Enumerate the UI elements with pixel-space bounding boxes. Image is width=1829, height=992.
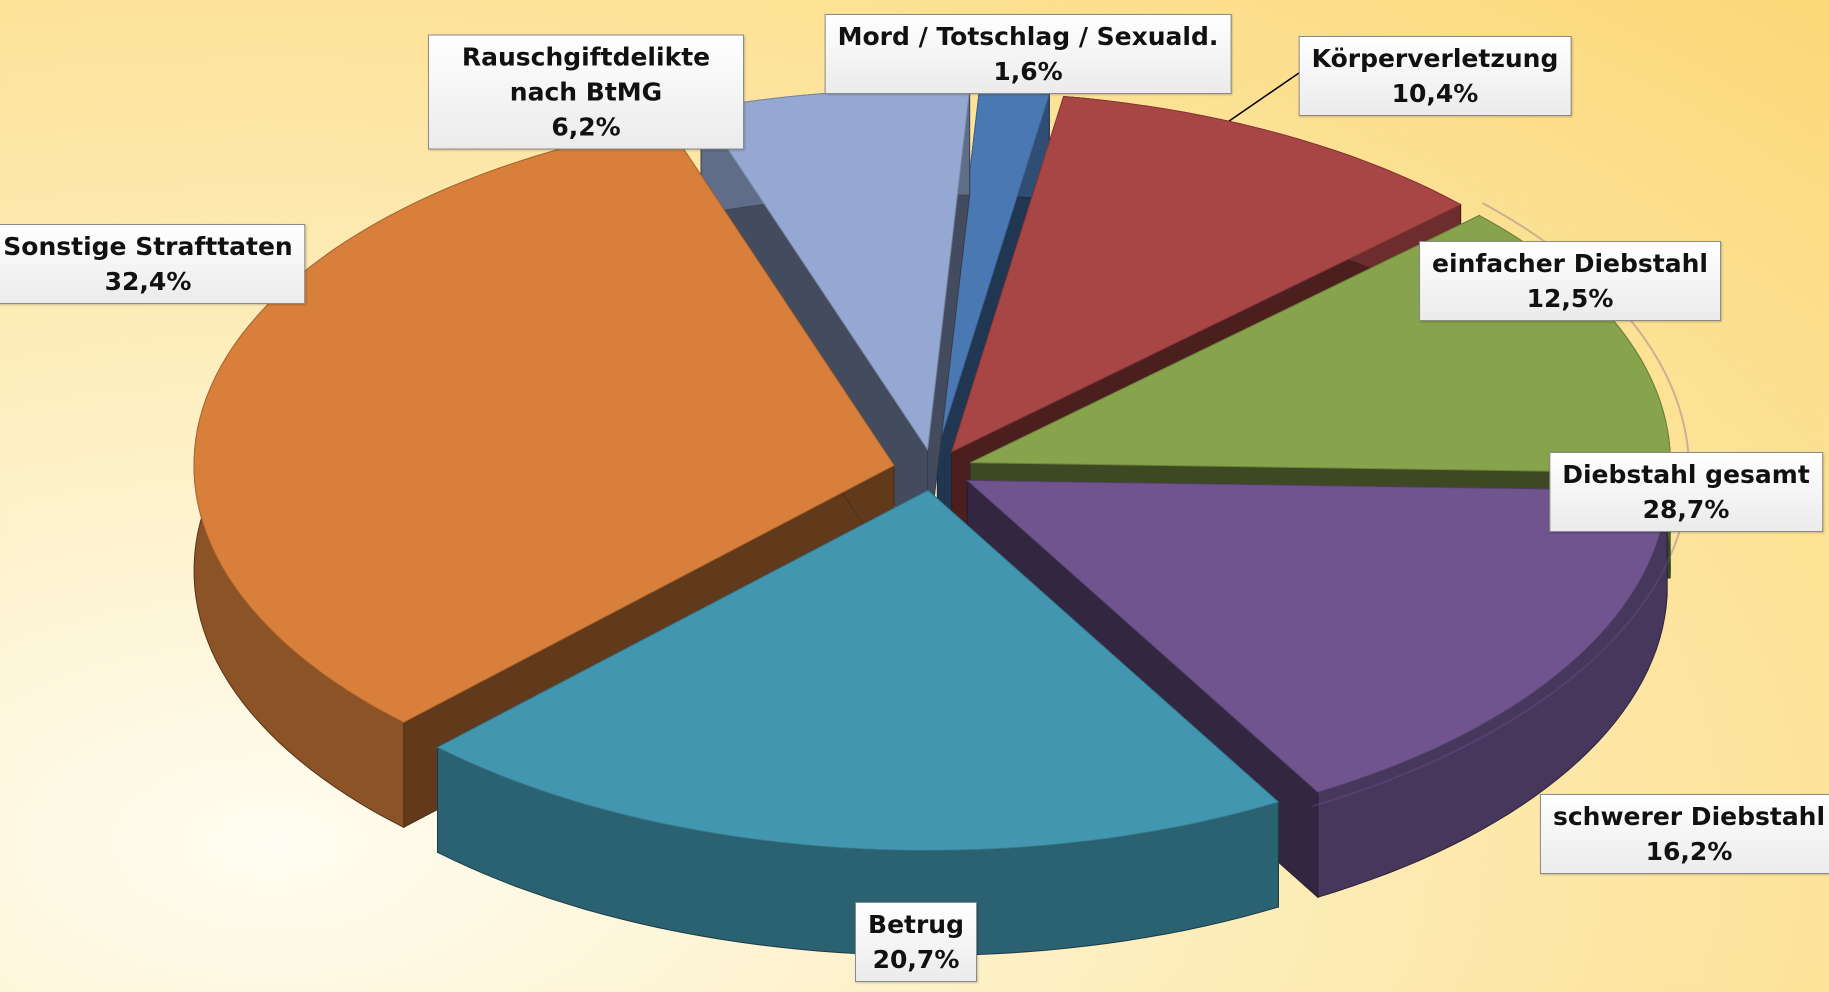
leader-line: [1218, 63, 1313, 129]
label-line: Sonstige Strafttaten: [3, 232, 293, 261]
data-label: Rauschgiftdelikte nach BtMG 6,2%: [428, 34, 744, 150]
data-label: schwerer Diebstahl 16,2%: [1539, 794, 1829, 874]
slice-top: [950, 95, 1462, 453]
slice-top: [436, 489, 1280, 851]
label-line: 20,7%: [872, 945, 960, 974]
label-line: 1,6%: [993, 57, 1063, 86]
data-label: Sonstige Strafttaten 32,4%: [0, 224, 306, 304]
label-line: 6,2%: [551, 112, 621, 142]
slice-top: [966, 479, 1668, 793]
label-line: Rauschgiftdelikte nach BtMG: [461, 42, 711, 107]
label-line: 10,4%: [1391, 79, 1479, 108]
label-line: schwerer Diebstahl: [1552, 802, 1826, 831]
label-line: Betrug: [868, 910, 964, 939]
label-line: einfacher Diebstahl: [1432, 249, 1708, 278]
label-line: Körperverletzung: [1311, 44, 1559, 73]
label-line: Mord / Totschlag / Sexuald.: [837, 22, 1219, 51]
data-label: Diebstahl gesamt 28,7%: [1549, 452, 1823, 532]
label-line: 32,4%: [104, 267, 192, 296]
slice-top: [193, 124, 895, 723]
pie-slice: [436, 489, 1280, 956]
label-line: 16,2%: [1645, 837, 1733, 866]
label-line: Diebstahl gesamt: [1562, 460, 1810, 489]
label-line: 12,5%: [1526, 284, 1614, 313]
label-line: 28,7%: [1642, 495, 1730, 524]
data-label: Betrug 20,7%: [855, 902, 977, 982]
data-label: Körperverletzung 10,4%: [1298, 36, 1572, 116]
data-label: Mord / Totschlag / Sexuald. 1,6%: [824, 14, 1232, 94]
data-label: einfacher Diebstahl 12,5%: [1419, 241, 1721, 321]
